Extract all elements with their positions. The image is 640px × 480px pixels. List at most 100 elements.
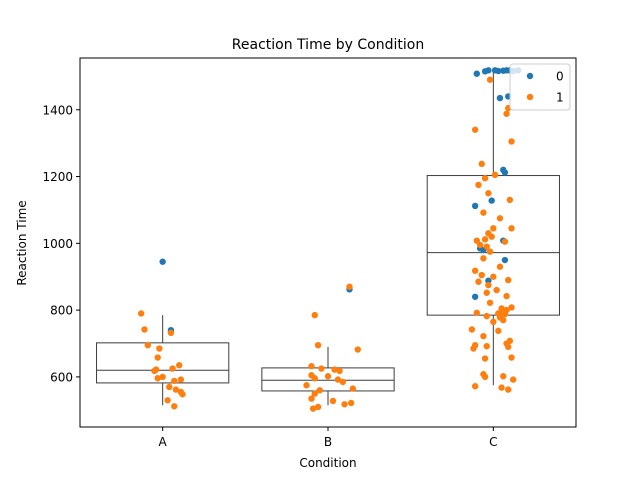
data-point-group-1	[480, 332, 487, 340]
data-point-group-1	[334, 376, 342, 383]
chart-title: Reaction Time by Condition	[232, 37, 424, 53]
data-point-group-1	[508, 304, 515, 311]
data-point-group-1	[324, 373, 332, 380]
data-point-group-1	[493, 286, 500, 294]
data-point-group-1	[509, 376, 517, 383]
data-point-group-1	[508, 225, 515, 232]
data-point-group-1	[331, 366, 338, 373]
y-tick-label: 1000	[42, 237, 73, 251]
data-point-group-1	[336, 367, 343, 375]
data-point-group-1	[470, 345, 477, 352]
data-point-group-1	[476, 241, 484, 249]
data-point-group-0	[471, 202, 479, 210]
data-point-group-1	[347, 399, 355, 407]
data-point-group-1	[172, 386, 180, 393]
data-point-group-1	[478, 160, 485, 168]
data-point-group-1	[483, 342, 490, 350]
data-point-group-1	[166, 383, 173, 391]
data-point-group-1	[496, 215, 504, 222]
data-point-group-0	[159, 258, 166, 265]
data-point-group-1	[500, 316, 507, 324]
data-point-group-1	[475, 181, 482, 189]
data-point-group-1	[471, 267, 479, 274]
data-point-group-1	[503, 110, 510, 117]
data-point-group-1	[505, 386, 512, 393]
data-point-group-0	[471, 293, 479, 300]
data-point-group-1	[354, 346, 361, 353]
data-point-group-1	[473, 309, 480, 316]
data-point-group-1	[498, 384, 505, 391]
data-point-group-1	[308, 395, 315, 402]
data-point-group-1	[503, 292, 510, 300]
box-B	[261, 346, 395, 406]
y-tick-label: 1200	[42, 170, 73, 184]
data-point-group-1	[309, 405, 317, 412]
data-point-group-1	[508, 354, 515, 361]
data-point-group-1	[481, 373, 489, 381]
data-point-group-1	[473, 237, 480, 244]
data-point-group-1	[505, 276, 512, 284]
legend: 0 1	[509, 63, 571, 111]
data-point-group-1	[486, 299, 494, 306]
x-axis-label: Condition	[299, 456, 356, 470]
data-point-group-1	[156, 345, 163, 352]
data-point-group-1	[329, 397, 337, 405]
data-point-group-1	[508, 138, 515, 145]
data-point-group-1	[488, 233, 495, 240]
data-point-group-1	[349, 385, 356, 392]
data-point-group-1	[486, 76, 494, 83]
y-tick-label: 600	[50, 370, 73, 384]
data-point-group-1	[314, 341, 322, 349]
data-point-group-1	[316, 387, 323, 394]
data-point-group-1	[475, 278, 482, 285]
legend-label-0: 0	[556, 70, 564, 84]
data-point-group-1	[478, 271, 485, 279]
data-point-group-1	[176, 362, 183, 369]
data-point-group-1	[311, 375, 318, 382]
data-point-group-0	[501, 169, 509, 176]
data-point-group-1	[501, 310, 509, 318]
data-point-group-1	[496, 263, 504, 270]
data-point-group-1	[167, 329, 175, 337]
data-point-group-1	[490, 318, 497, 326]
data-point-group-1	[303, 382, 310, 389]
data-point-group-1	[491, 171, 499, 179]
data-point-group-1	[154, 375, 161, 382]
data-point-group-1	[490, 273, 497, 280]
data-point-group-1	[171, 377, 178, 385]
data-point-group-1	[318, 365, 325, 372]
data-point-group-1	[480, 209, 487, 216]
y-tick-label: 1400	[42, 103, 73, 117]
data-point-group-0	[485, 67, 492, 74]
data-point-group-1	[314, 403, 322, 411]
data-point-group-1	[500, 373, 507, 380]
data-point-group-0	[496, 94, 504, 102]
data-point-group-1	[505, 343, 512, 351]
data-point-group-1	[495, 327, 502, 335]
data-point-group-0	[501, 256, 509, 264]
data-point-group-1	[164, 397, 171, 404]
legend-marker-0	[526, 72, 534, 80]
data-point-group-1	[481, 175, 489, 182]
data-point-group-1	[483, 243, 490, 250]
legend-marker-1	[526, 93, 534, 101]
data-point-group-1	[468, 326, 476, 333]
data-point-group-1	[471, 383, 479, 390]
data-point-group-1	[311, 390, 318, 397]
data-point-group-1	[151, 367, 158, 375]
data-point-group-1	[506, 196, 514, 204]
data-point-group-1	[159, 373, 166, 381]
x-tick-label: C	[489, 435, 497, 449]
data-point-group-1	[481, 236, 489, 243]
box-A	[96, 315, 230, 406]
data-point-group-1	[308, 363, 315, 370]
data-point-group-1	[471, 126, 479, 133]
data-point-group-1	[141, 326, 148, 333]
data-point-group-1	[144, 341, 151, 349]
y-axis-label: Reaction Time	[15, 200, 29, 285]
data-point-group-1	[486, 248, 494, 255]
data-point-group-1	[490, 225, 497, 232]
data-point-group-1	[171, 403, 178, 410]
boxes-layer	[96, 69, 560, 406]
